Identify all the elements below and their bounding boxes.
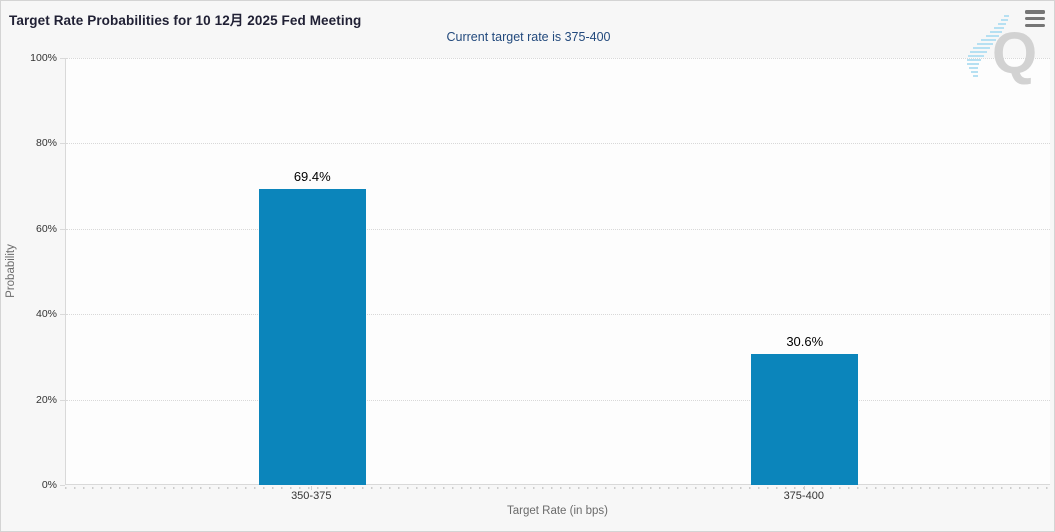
y-gridline: [66, 399, 1050, 401]
hamburger-bar: [1025, 23, 1045, 27]
chart-title: Target Rate Probabilities for 10 12月 202…: [9, 13, 362, 28]
y-gridline: [66, 228, 1050, 230]
x-tick-label: 375-400: [783, 490, 824, 502]
x-minor-ticks: [65, 487, 1050, 489]
y-tick-mark: [60, 399, 65, 401]
hamburger-icon[interactable]: [1025, 10, 1045, 27]
probability-bar[interactable]: [258, 188, 366, 485]
y-axis-title: Probability: [5, 244, 17, 298]
y-tick-mark: [60, 228, 65, 230]
bar-value-label: 30.6%: [786, 334, 824, 350]
bar-value-label: 69.4%: [293, 168, 331, 184]
chart-subtitle: Current target rate is 375-400: [446, 30, 611, 44]
y-tick-mark: [60, 143, 65, 145]
hamburger-bar: [1025, 10, 1045, 14]
probability-bar[interactable]: [751, 354, 859, 485]
y-tick-mark: [60, 314, 65, 316]
y-tick-label: 100%: [30, 52, 57, 64]
y-gridline: [66, 58, 1050, 59]
y-tick-label: 40%: [35, 308, 57, 321]
y-tick-label: 60%: [35, 222, 57, 235]
y-tick-mark: [60, 58, 65, 59]
hamburger-bar: [1025, 16, 1045, 21]
x-tick-label: 350-375: [291, 490, 332, 502]
x-axis-title: Target Rate (in bps): [507, 505, 608, 517]
y-tick-label: 0%: [41, 479, 57, 491]
y-gridline: [66, 314, 1050, 316]
y-tick-label: 80%: [35, 137, 57, 150]
y-tick-label: 20%: [35, 393, 57, 406]
y-gridline: [66, 143, 1050, 145]
y-tick-mark: [60, 485, 65, 486]
plot-area: 69.4% 30.6%: [65, 58, 1050, 485]
